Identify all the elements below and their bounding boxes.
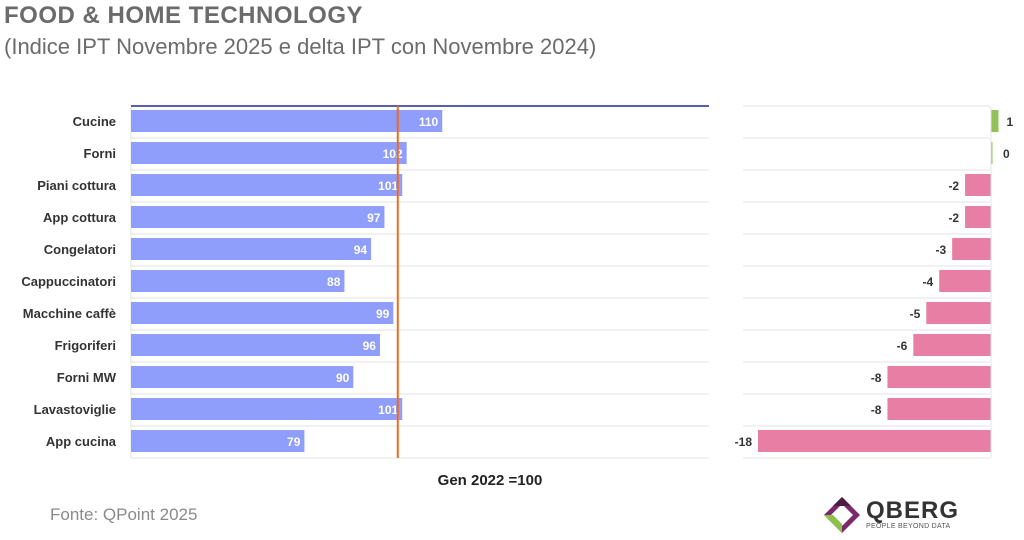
delta-bar xyxy=(991,142,993,164)
delta-bar xyxy=(887,398,991,420)
index-value-label: 101 xyxy=(378,179,398,193)
delta-bar xyxy=(913,334,991,356)
index-bar xyxy=(131,302,394,324)
category-label: Forni xyxy=(84,146,117,161)
delta-bar xyxy=(965,206,991,228)
index-bar xyxy=(131,366,354,388)
chart-subtitle: (Indice IPT Novembre 2025 e delta IPT co… xyxy=(4,34,597,59)
delta-bar xyxy=(991,110,999,132)
delta-value-label: -4 xyxy=(923,275,934,289)
source-note: Fonte: QPoint 2025 xyxy=(50,505,198,524)
delta-value-label: 1 xyxy=(1006,115,1013,129)
delta-value-label: -8 xyxy=(871,371,882,385)
index-bar xyxy=(131,334,380,356)
index-bar xyxy=(131,398,403,420)
delta-value-label: -2 xyxy=(948,211,959,225)
index-bar xyxy=(131,110,443,132)
category-label: Piani cottura xyxy=(37,178,117,193)
index-bar xyxy=(131,206,385,228)
category-label: Forni MW xyxy=(57,370,117,385)
qberg-logo: QBERG PEOPLE BEYOND DATA xyxy=(822,495,972,535)
category-label: Lavastoviglie xyxy=(34,402,116,417)
delta-bar xyxy=(887,366,991,388)
index-bar xyxy=(131,270,345,292)
delta-value-label: -6 xyxy=(897,339,908,353)
delta-value-label: -2 xyxy=(948,179,959,193)
qberg-logo-icon xyxy=(824,497,860,533)
delta-bar xyxy=(758,430,991,452)
delta-value-label: -8 xyxy=(871,403,882,417)
index-bar xyxy=(131,174,403,196)
category-label: Macchine caffè xyxy=(23,306,116,321)
index-bar xyxy=(131,238,372,260)
delta-bar xyxy=(926,302,991,324)
index-value-label: 101 xyxy=(378,403,398,417)
index-value-label: 88 xyxy=(327,275,341,289)
chart-title: FOOD & HOME TECHNOLOGY xyxy=(4,2,363,29)
delta-value-label: -5 xyxy=(910,307,921,321)
delta-bar xyxy=(952,238,991,260)
index-bar xyxy=(131,430,305,452)
index-value-label: 99 xyxy=(376,307,390,321)
category-label: App cucina xyxy=(46,434,117,449)
delta-bar xyxy=(939,270,991,292)
delta-value-label: -18 xyxy=(735,435,753,449)
category-label: App cottura xyxy=(43,210,117,225)
logo-tagline: PEOPLE BEYOND DATA xyxy=(866,523,951,530)
index-value-label: 97 xyxy=(367,211,381,225)
category-label: Cappuccinatori xyxy=(21,274,116,289)
delta-bar xyxy=(965,174,991,196)
category-label: Frigoriferi xyxy=(55,338,116,353)
delta-value-label: -3 xyxy=(935,243,946,257)
index-value-label: 94 xyxy=(354,243,368,257)
index-bar xyxy=(131,142,407,164)
baseline-label: Gen 2022 =100 xyxy=(437,472,543,489)
index-value-label: 79 xyxy=(287,435,301,449)
logo-name: QBERG xyxy=(866,497,960,524)
index-value-label: 110 xyxy=(419,115,439,129)
category-label: Cucine xyxy=(73,114,116,129)
category-label: Congelatori xyxy=(44,242,116,257)
delta-value-label: 0 xyxy=(1003,147,1010,161)
index-value-label: 96 xyxy=(363,339,377,353)
index-value-label: 102 xyxy=(383,147,403,161)
index-value-label: 90 xyxy=(336,371,350,385)
